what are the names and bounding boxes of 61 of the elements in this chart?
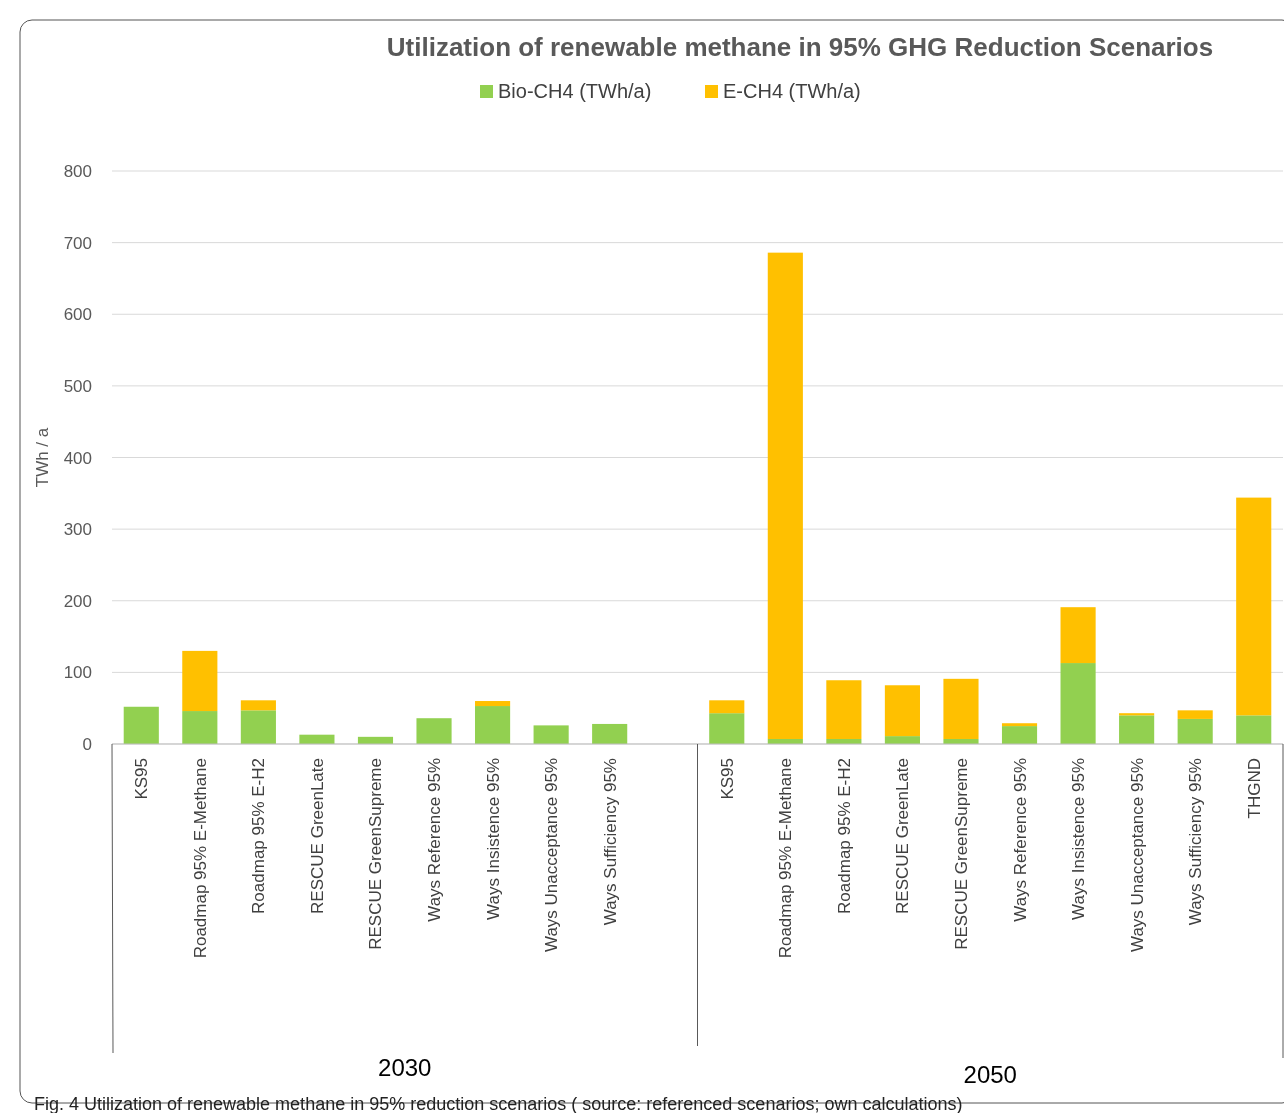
x-tick-label: Ways Sufficiency 95% xyxy=(1186,758,1206,926)
bar xyxy=(826,680,862,739)
x-tick-label: Ways Unacceptance 95% xyxy=(1127,758,1147,953)
bar xyxy=(123,706,159,744)
text: 2050 xyxy=(963,1061,1017,1088)
y-tick-label: 500 xyxy=(63,376,92,396)
x-tick-label: THGND xyxy=(1244,758,1264,819)
bar xyxy=(1236,715,1272,744)
bar xyxy=(1060,663,1096,744)
x-tick-label: Ways Unacceptance 95% xyxy=(542,758,562,953)
x-tick-label: Roadmap 95% E-Methane xyxy=(776,758,796,959)
y-tick-label: 100 xyxy=(63,663,92,683)
bar xyxy=(240,700,276,711)
bar xyxy=(1001,723,1038,727)
bar xyxy=(884,685,920,737)
bar xyxy=(1177,718,1213,744)
x-tick-label: KS95 xyxy=(717,758,737,800)
bar xyxy=(1177,710,1213,719)
chart-title: Utilization of renewable methane in 95% GHG Reduction Scenarios xyxy=(386,32,1214,62)
x-tick-label: Ways Insistence 95% xyxy=(1069,758,1089,920)
bar xyxy=(709,700,745,714)
x-tick-label: RESCUE GreenSupreme xyxy=(951,758,971,950)
bar xyxy=(767,252,803,739)
y-tick-label: 400 xyxy=(63,448,92,468)
x-tick-label: Ways Reference 95% xyxy=(425,758,445,922)
x-tick-label: Roadmap 95% E-H2 xyxy=(249,758,269,914)
bar xyxy=(416,718,452,744)
bar xyxy=(1236,497,1272,716)
bar xyxy=(533,725,569,744)
bar xyxy=(182,711,218,744)
x-tick-label: Ways Sufficiency 95% xyxy=(600,758,620,926)
x-tick-label: KS95 xyxy=(132,758,152,800)
y-tick-label: 200 xyxy=(63,591,92,611)
y-tick-label: 0 xyxy=(82,735,92,754)
x-tick-label: Roadmap 95% E-Methane xyxy=(190,758,210,959)
bar xyxy=(943,678,979,739)
x-tick-label: RESCUE GreenLate xyxy=(307,758,327,914)
x-tick-label: RESCUE GreenLate xyxy=(893,758,913,914)
bar xyxy=(1119,713,1155,716)
legend-label: Bio-CH4 (TWh/a) xyxy=(498,80,652,102)
y-tick-label: 800 xyxy=(63,162,92,181)
bar xyxy=(182,650,218,712)
bar xyxy=(475,701,511,707)
x-tick-label: Ways Insistence 95% xyxy=(483,758,503,920)
bar xyxy=(1119,715,1155,744)
bar xyxy=(240,710,276,744)
bar xyxy=(709,713,745,744)
y-tick-label: 300 xyxy=(63,520,92,540)
y-tick-label: 600 xyxy=(63,305,92,325)
legend-label: E-CH4 (TWh/a) xyxy=(723,80,861,102)
bar xyxy=(1060,607,1096,664)
bar xyxy=(475,706,511,744)
y-tick-label: 700 xyxy=(63,233,92,253)
text: 2030 xyxy=(378,1054,432,1081)
x-tick-label: Roadmap 95% E-H2 xyxy=(834,758,854,914)
bar xyxy=(592,723,628,744)
bar xyxy=(1001,726,1038,744)
x-tick-label: RESCUE GreenSupreme xyxy=(366,758,386,950)
caption: Fig. 4 Utilization of renewable methane in 95% reduction scenarios ( source: referenced scenarios; own calculations) xyxy=(34,1094,963,1113)
x-tick-label: Ways Reference 95% xyxy=(1010,758,1030,922)
y-axis-title: TWh / a xyxy=(33,427,52,488)
